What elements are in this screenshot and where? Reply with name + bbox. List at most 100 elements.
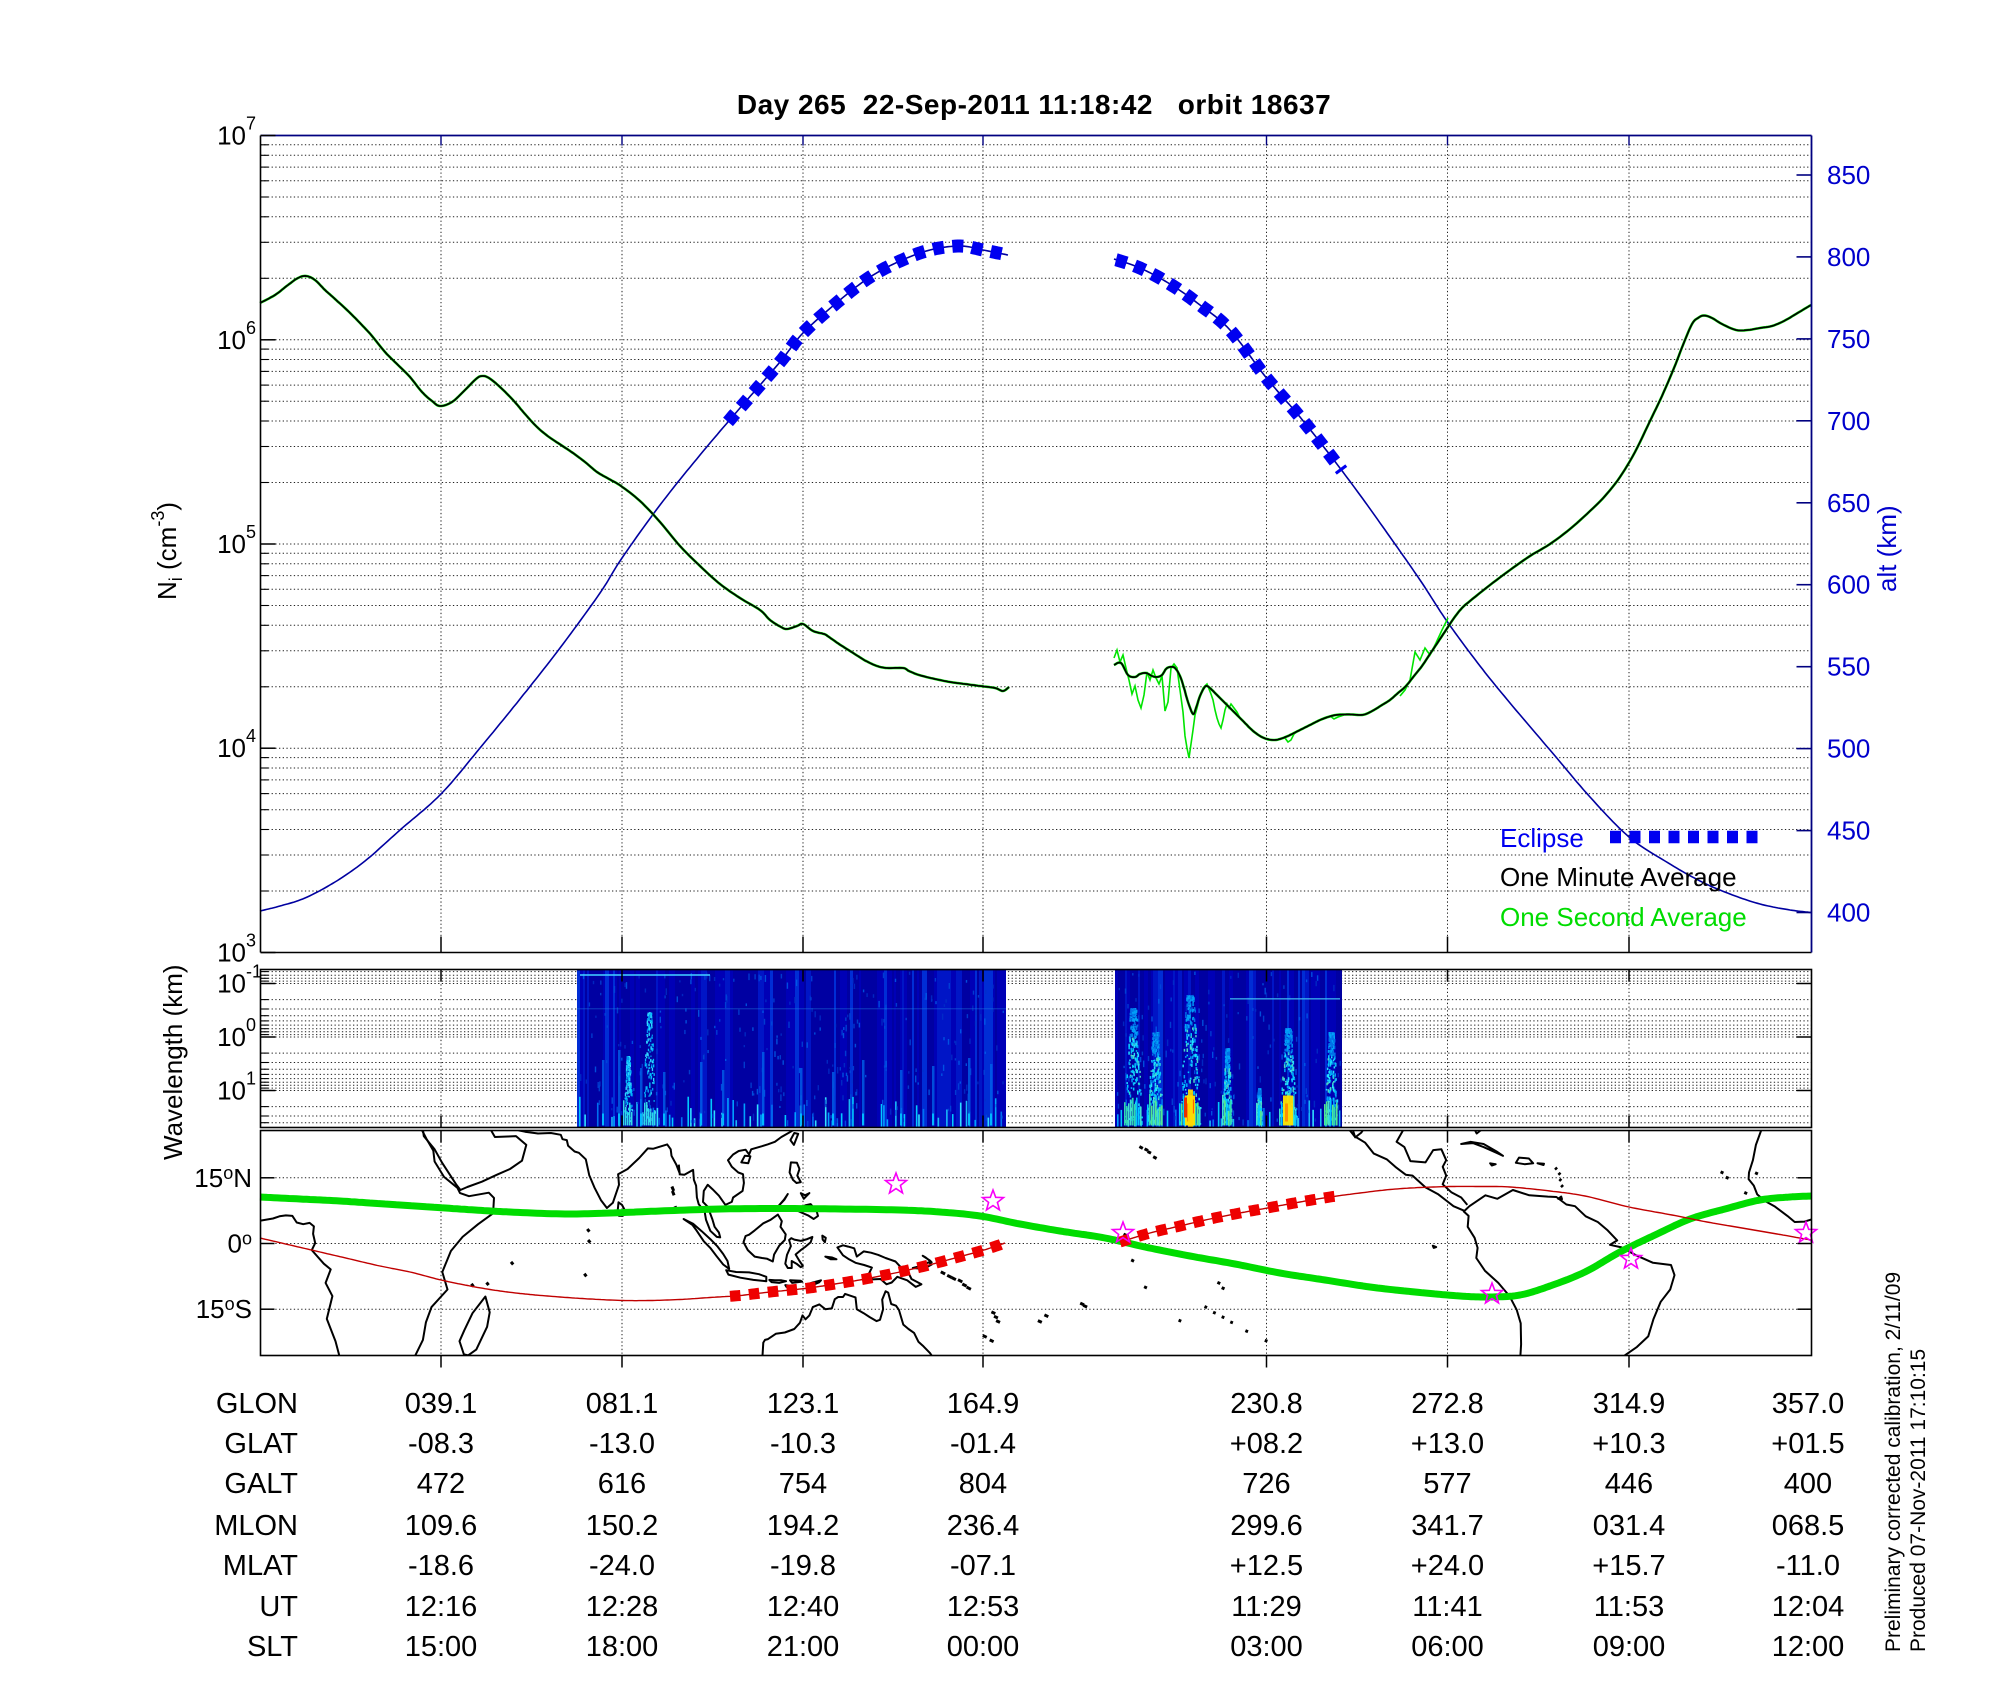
svg-text:09:00: 09:00 (1593, 1631, 1666, 1663)
svg-text:068.5: 068.5 (1772, 1510, 1845, 1542)
svg-text:alt (km): alt (km) (1872, 505, 1902, 592)
svg-text:GLAT: GLAT (224, 1428, 298, 1460)
svg-text:-07.1: -07.1 (950, 1550, 1016, 1582)
svg-text:150.2: 150.2 (586, 1510, 659, 1542)
svg-text:109.6: 109.6 (405, 1510, 478, 1542)
svg-text:15oN: 15oN (194, 1163, 252, 1193)
svg-text:Preliminary corrected calibrat: Preliminary corrected calibration, 2/11/… (1882, 1272, 1905, 1652)
svg-text:-18.6: -18.6 (408, 1550, 474, 1582)
svg-text:MLON: MLON (214, 1510, 298, 1542)
svg-text:400: 400 (1784, 1468, 1832, 1500)
svg-text:00:00: 00:00 (947, 1631, 1020, 1663)
svg-text:700: 700 (1827, 406, 1870, 436)
svg-text:500: 500 (1827, 734, 1870, 764)
svg-text:Ni (cm-3): Ni (cm-3) (148, 502, 186, 600)
svg-text:6: 6 (246, 318, 256, 338)
svg-text:12:16: 12:16 (405, 1591, 478, 1623)
svg-text:236.4: 236.4 (947, 1510, 1020, 1542)
svg-text:-01.4: -01.4 (950, 1428, 1016, 1460)
svg-text:3: 3 (246, 931, 256, 951)
svg-text:10: 10 (217, 529, 246, 559)
svg-text:11:41: 11:41 (1412, 1591, 1482, 1623)
svg-text:12:28: 12:28 (586, 1591, 659, 1623)
svg-text:UT: UT (259, 1591, 298, 1623)
svg-text:+12.5: +12.5 (1230, 1550, 1303, 1582)
svg-text:272.8: 272.8 (1411, 1388, 1484, 1420)
svg-text:15:00: 15:00 (405, 1631, 478, 1663)
svg-text:450: 450 (1827, 816, 1870, 846)
svg-text:0: 0 (246, 1015, 256, 1035)
svg-text:10: 10 (217, 121, 246, 151)
svg-text:850: 850 (1827, 160, 1870, 190)
svg-text:One Minute Average: One Minute Average (1500, 862, 1737, 892)
svg-text:Produced 07-Nov-2011 17:10:15: Produced 07-Nov-2011 17:10:15 (1907, 1349, 1930, 1652)
svg-text:341.7: 341.7 (1411, 1510, 1484, 1542)
svg-text:15oS: 15oS (196, 1294, 252, 1324)
svg-text:10: 10 (217, 969, 246, 999)
svg-text:03:00: 03:00 (1230, 1631, 1303, 1663)
svg-text:+13.0: +13.0 (1411, 1428, 1484, 1460)
svg-text:164.9: 164.9 (947, 1388, 1020, 1420)
svg-text:-24.0: -24.0 (589, 1550, 655, 1582)
svg-text:754: 754 (779, 1468, 827, 1500)
svg-text:750: 750 (1827, 324, 1870, 354)
svg-text:-08.3: -08.3 (408, 1428, 474, 1460)
svg-text:GLON: GLON (216, 1388, 298, 1420)
svg-text:10: 10 (217, 938, 246, 968)
svg-text:One Second Average: One Second Average (1500, 902, 1747, 932)
svg-text:800: 800 (1827, 242, 1870, 272)
svg-text:-13.0: -13.0 (589, 1428, 655, 1460)
svg-text:804: 804 (959, 1468, 1007, 1500)
svg-text:-19.8: -19.8 (770, 1550, 836, 1582)
svg-text:SLT: SLT (247, 1631, 298, 1663)
svg-text:472: 472 (417, 1468, 465, 1500)
svg-text:081.1: 081.1 (586, 1388, 659, 1420)
svg-text:10: 10 (217, 1076, 246, 1106)
svg-text:446: 446 (1605, 1468, 1653, 1500)
svg-text:-11.0: -11.0 (1776, 1550, 1840, 1582)
svg-text:MLAT: MLAT (223, 1550, 298, 1582)
svg-text:Eclipse: Eclipse (1500, 823, 1584, 853)
svg-text:10: 10 (217, 325, 246, 355)
svg-text:0o: 0o (228, 1229, 252, 1259)
svg-text:12:04: 12:04 (1772, 1591, 1845, 1623)
svg-text:18:00: 18:00 (586, 1631, 659, 1663)
svg-text:+15.7: +15.7 (1592, 1550, 1665, 1582)
svg-text:616: 616 (598, 1468, 646, 1500)
svg-text:Wavelength (km): Wavelength (km) (158, 964, 188, 1160)
svg-text:726: 726 (1242, 1468, 1290, 1500)
svg-text:-1: -1 (246, 962, 262, 982)
svg-text:12:00: 12:00 (1772, 1631, 1845, 1663)
svg-text:194.2: 194.2 (767, 1510, 840, 1542)
svg-text:5: 5 (246, 522, 256, 542)
svg-text:12:53: 12:53 (947, 1591, 1020, 1623)
svg-text:06:00: 06:00 (1411, 1631, 1484, 1663)
svg-text:10: 10 (217, 1022, 246, 1052)
svg-text:10: 10 (217, 733, 246, 763)
svg-text:12:40: 12:40 (767, 1591, 840, 1623)
svg-text:21:00: 21:00 (767, 1631, 840, 1663)
svg-text:031.4: 031.4 (1593, 1510, 1666, 1542)
svg-text:1: 1 (246, 1069, 256, 1089)
svg-text:-10.3: -10.3 (770, 1428, 836, 1460)
svg-text:577: 577 (1423, 1468, 1471, 1500)
svg-text:4: 4 (246, 726, 256, 746)
svg-text:+01.5: +01.5 (1771, 1428, 1844, 1460)
svg-text:+24.0: +24.0 (1411, 1550, 1484, 1582)
svg-text:230.8: 230.8 (1230, 1388, 1303, 1420)
svg-text:7: 7 (246, 114, 256, 134)
svg-text:+08.2: +08.2 (1230, 1428, 1303, 1460)
svg-text:123.1: 123.1 (767, 1388, 840, 1420)
svg-text:11:29: 11:29 (1231, 1591, 1301, 1623)
svg-text:11:53: 11:53 (1594, 1591, 1664, 1623)
svg-text:Day 265 22-Sep-2011 11:18:42: Day 265 22-Sep-2011 11:18:42 orbit 18637 (737, 89, 1331, 120)
svg-text:550: 550 (1827, 652, 1870, 682)
svg-text:357.0: 357.0 (1772, 1388, 1845, 1420)
svg-text:650: 650 (1827, 488, 1870, 518)
svg-text:314.9: 314.9 (1593, 1388, 1666, 1420)
svg-text:400: 400 (1827, 898, 1870, 928)
svg-text:+10.3: +10.3 (1592, 1428, 1665, 1460)
svg-text:600: 600 (1827, 570, 1870, 600)
svg-text:039.1: 039.1 (405, 1388, 478, 1420)
svg-text:299.6: 299.6 (1230, 1510, 1303, 1542)
